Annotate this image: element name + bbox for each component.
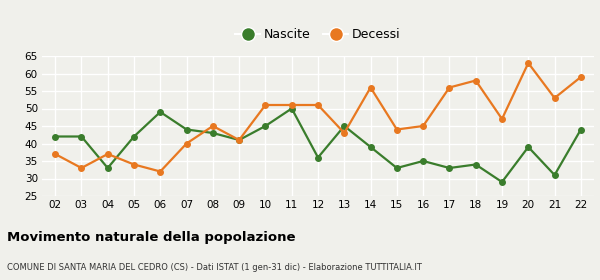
Decessi xyxy=(393,128,400,131)
Nascite xyxy=(314,156,322,159)
Decessi xyxy=(262,103,269,107)
Decessi xyxy=(157,170,164,173)
Text: COMUNE DI SANTA MARIA DEL CEDRO (CS) - Dati ISTAT (1 gen-31 dic) - Elaborazione : COMUNE DI SANTA MARIA DEL CEDRO (CS) - D… xyxy=(7,263,422,272)
Nascite xyxy=(577,128,584,131)
Decessi xyxy=(446,86,453,89)
Nascite xyxy=(499,180,506,184)
Text: Movimento naturale della popolazione: Movimento naturale della popolazione xyxy=(7,231,296,244)
Nascite xyxy=(236,138,243,142)
Nascite xyxy=(288,107,295,110)
Nascite xyxy=(524,145,532,149)
Nascite xyxy=(262,124,269,128)
Decessi xyxy=(104,152,112,156)
Nascite xyxy=(393,166,400,170)
Nascite xyxy=(341,124,348,128)
Nascite xyxy=(78,135,85,138)
Nascite xyxy=(367,145,374,149)
Nascite xyxy=(130,135,137,138)
Decessi xyxy=(499,117,506,121)
Nascite xyxy=(419,159,427,163)
Decessi xyxy=(183,142,190,145)
Decessi xyxy=(367,86,374,89)
Decessi xyxy=(236,138,243,142)
Decessi xyxy=(341,131,348,135)
Nascite xyxy=(104,166,112,170)
Nascite xyxy=(52,135,59,138)
Legend: Nascite, Decessi: Nascite, Decessi xyxy=(230,23,406,46)
Decessi xyxy=(577,75,584,79)
Decessi xyxy=(472,79,479,82)
Decessi xyxy=(52,152,59,156)
Nascite xyxy=(209,131,217,135)
Decessi xyxy=(209,124,217,128)
Decessi xyxy=(288,103,295,107)
Decessi xyxy=(78,166,85,170)
Decessi xyxy=(551,96,558,100)
Decessi xyxy=(524,61,532,65)
Decessi xyxy=(314,103,322,107)
Nascite xyxy=(183,128,190,131)
Nascite xyxy=(446,166,453,170)
Nascite xyxy=(472,163,479,166)
Line: Decessi: Decessi xyxy=(52,60,584,174)
Nascite xyxy=(551,173,558,177)
Nascite xyxy=(157,110,164,114)
Line: Nascite: Nascite xyxy=(52,106,584,185)
Decessi xyxy=(130,163,137,166)
Decessi xyxy=(419,124,427,128)
